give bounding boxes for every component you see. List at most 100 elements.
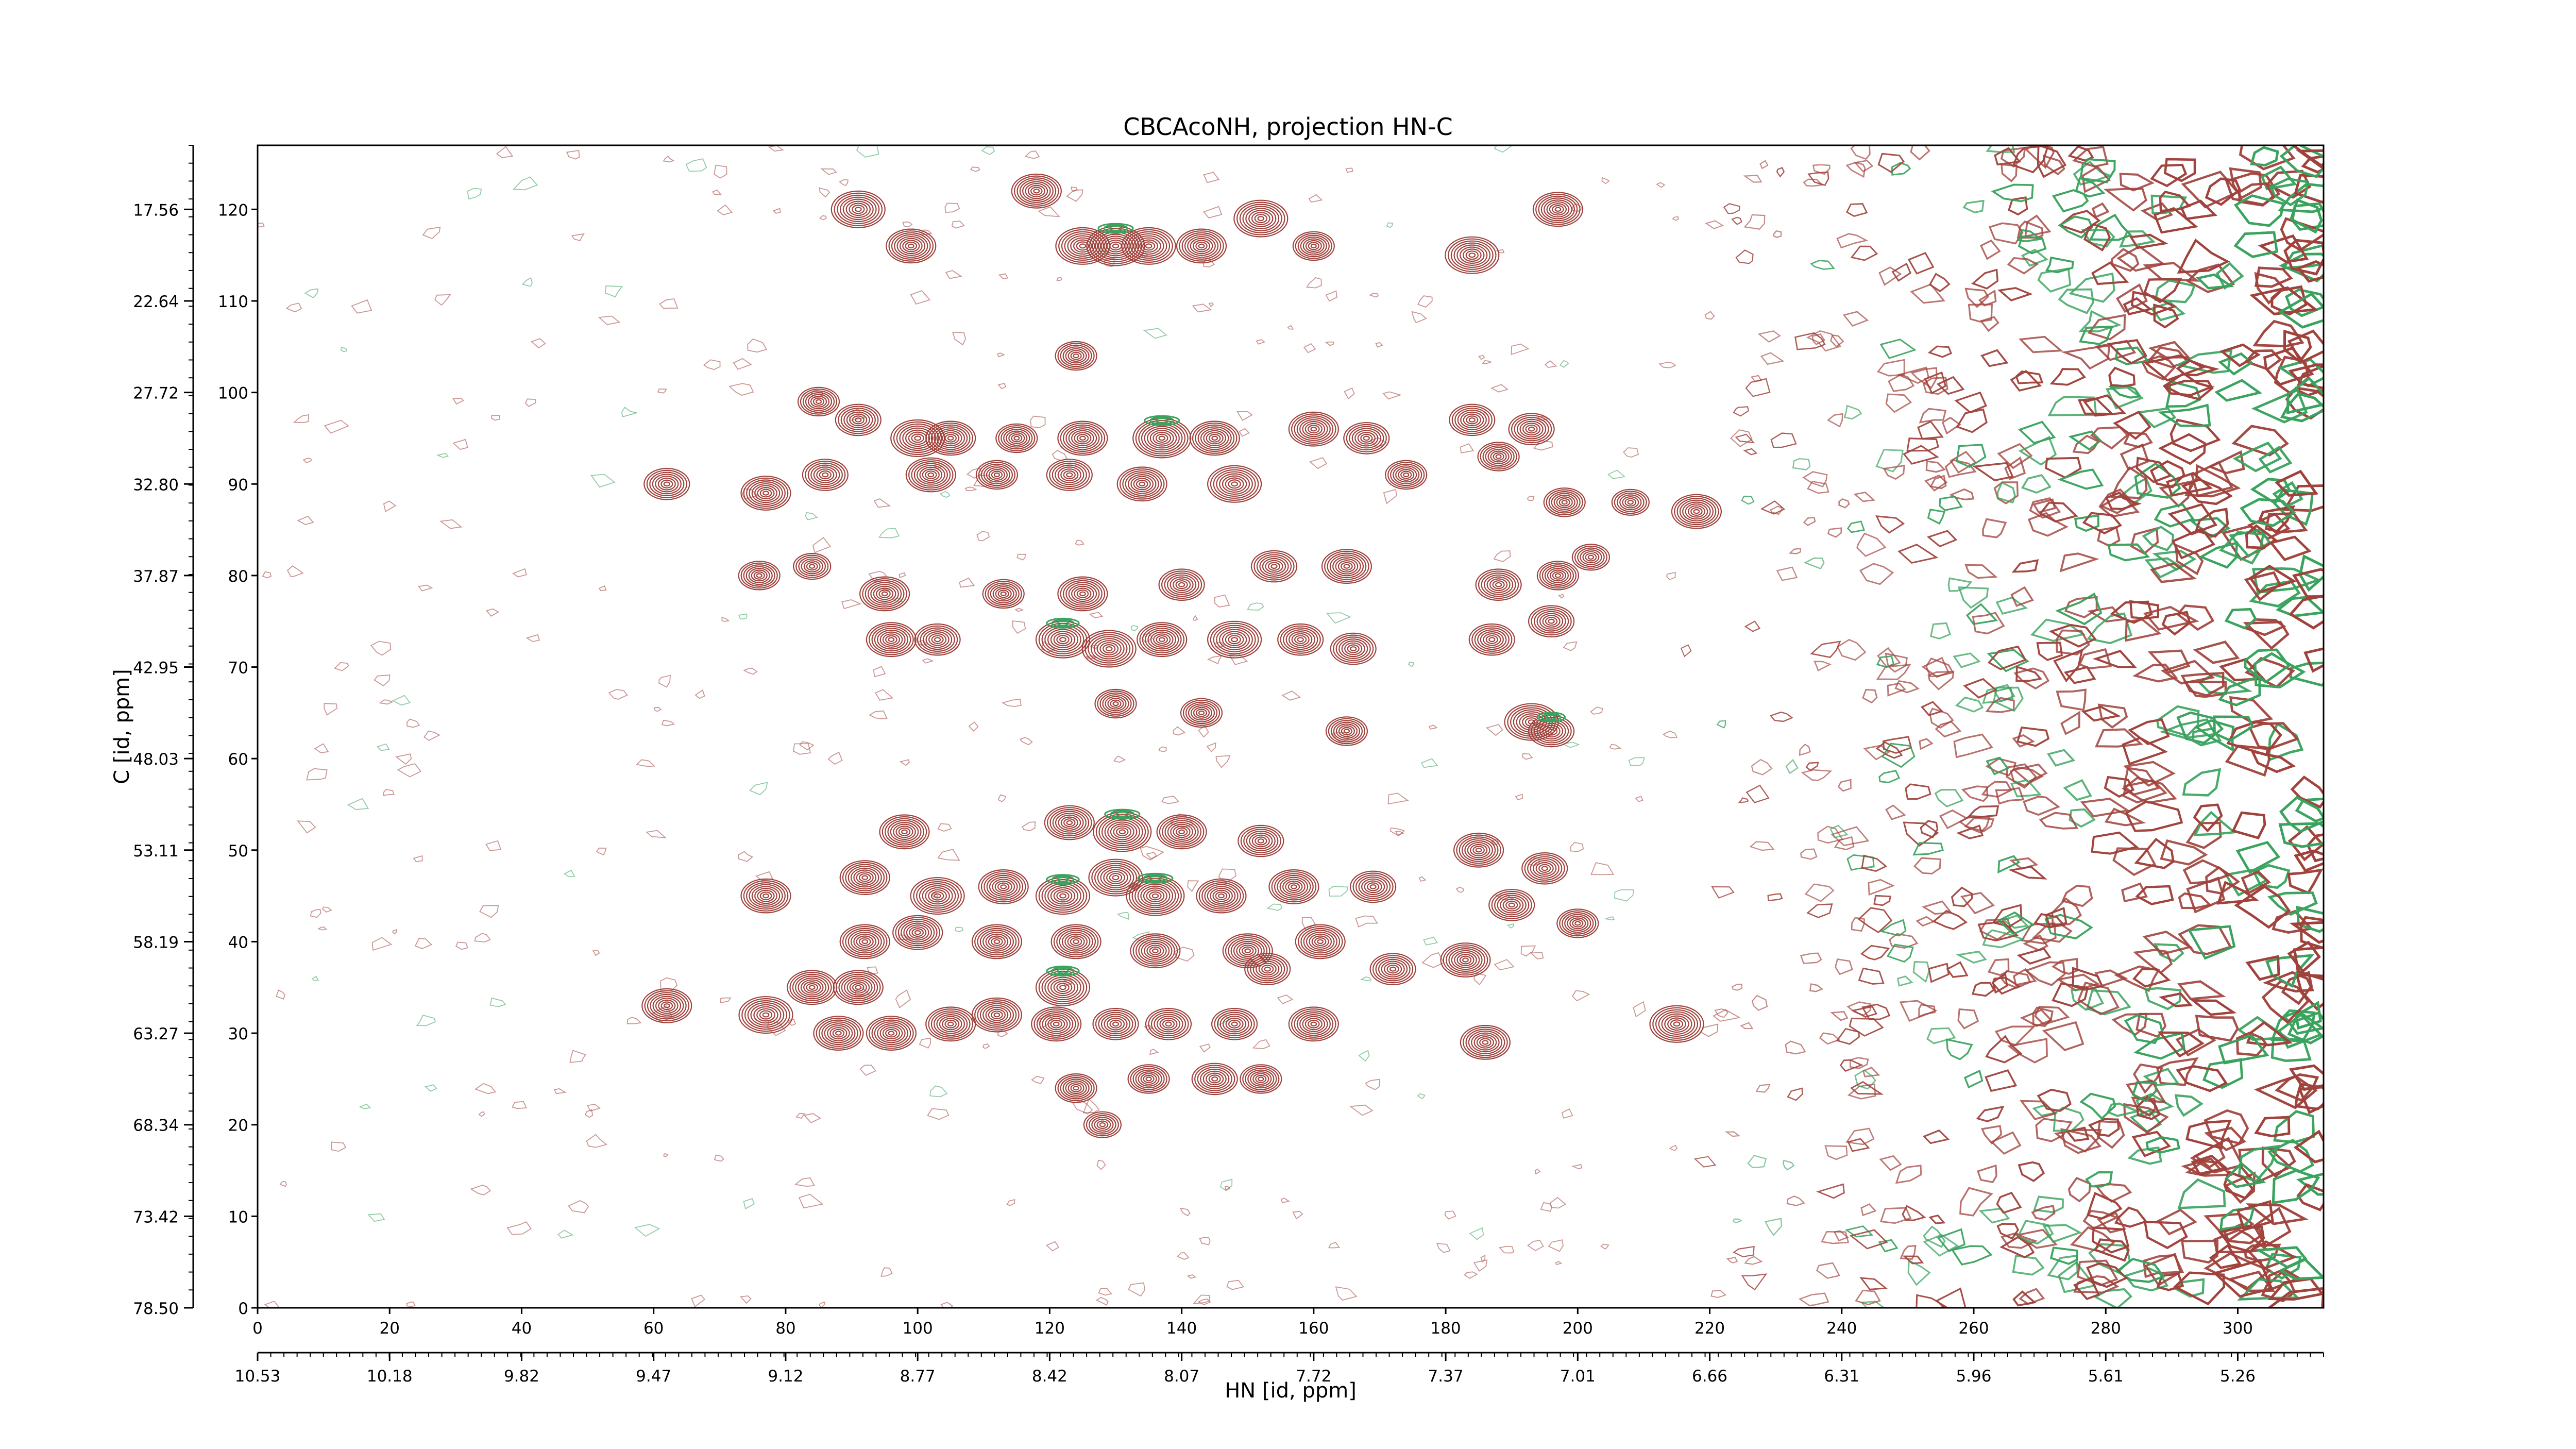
noise-contour: [1925, 657, 1954, 678]
noise-contour: [1794, 332, 1826, 350]
noise-contour: [1907, 252, 1935, 275]
noise-contour: [1941, 416, 1961, 435]
peak-contour: [1207, 465, 1262, 503]
noise-contour: [2059, 552, 2099, 572]
noise-contour: [2143, 1068, 2180, 1086]
noise-contour: [563, 869, 575, 878]
noise-contour: [2224, 608, 2258, 630]
x-index-tick-label: 40: [512, 1319, 532, 1338]
noise-contour: [1882, 736, 1912, 754]
peak-contour: [813, 1016, 864, 1051]
peak-contour: [1035, 874, 1091, 915]
noise-contour: [2121, 882, 2148, 903]
noise-contour: [981, 146, 995, 155]
noise-contour: [1888, 374, 1915, 392]
peak-contour: [925, 1006, 976, 1042]
noise-contour: [1741, 1273, 1768, 1291]
noise-contour: [1854, 1069, 1876, 1090]
noise-contour: [2007, 1038, 2048, 1064]
noise-contour: [1738, 797, 1749, 803]
noise-contour: [1215, 755, 1231, 768]
noise-contour: [1161, 796, 1180, 804]
noise-contour: [1421, 952, 1445, 968]
noise-contour: [1247, 602, 1264, 611]
noise-contour: [392, 695, 411, 706]
y-axis-label: C [id, ppm]: [110, 669, 134, 784]
noise-contour: [1988, 645, 2027, 670]
noise-contour: [755, 871, 773, 881]
noise-contour: [2295, 797, 2324, 823]
noise-contour: [2018, 1161, 2045, 1182]
noise-contour: [1990, 1131, 2022, 1155]
noise-contour: [1939, 809, 1969, 830]
noise-contour: [2128, 718, 2170, 746]
noise-contour: [1387, 793, 1409, 805]
noise-contour: [1918, 1004, 1936, 1018]
noise-contour: [418, 584, 433, 592]
noise-contour: [2244, 648, 2291, 684]
noise-contour: [367, 1213, 385, 1222]
x-ppm-tick-label: 10.53: [235, 1367, 281, 1386]
noise-contour: [2035, 1118, 2073, 1142]
noise-contour: [2000, 1232, 2038, 1249]
noise-contour: [2181, 1239, 2219, 1264]
noise-contour: [2193, 803, 2223, 833]
noise-contour: [1098, 1288, 1112, 1296]
noise-contour: [1903, 821, 1939, 847]
noise-contour: [1997, 855, 2021, 874]
noise-contour: [2207, 450, 2245, 475]
peak-contour: [1093, 808, 1152, 852]
peak-contour: [1445, 236, 1500, 274]
noise-contour: [1292, 1210, 1303, 1220]
noise-contour: [2069, 272, 2115, 303]
noise-contour: [2176, 359, 2220, 377]
noise-contour: [747, 338, 768, 353]
noise-contour: [1219, 1178, 1233, 1191]
noise-contour: [2250, 750, 2296, 773]
peak-contour: [1508, 413, 1555, 446]
noise-contour: [964, 486, 977, 491]
noise-contour: [1926, 1027, 1956, 1044]
noise-contour: [1558, 594, 1565, 599]
noise-contour: [1669, 1144, 1678, 1151]
noise-contour: [1776, 566, 1798, 581]
noise-contour: [1723, 203, 1740, 214]
noise-contour: [1803, 178, 1824, 187]
noise-contour: [1920, 820, 1939, 838]
noise-contour: [569, 1050, 586, 1063]
noise-contour: [1895, 1165, 1922, 1184]
peak-contour: [1343, 422, 1390, 454]
noise-contour: [1830, 1010, 1849, 1021]
noise-contour: [1203, 172, 1220, 183]
noise-contour: [1266, 903, 1282, 911]
noise-contour: [2129, 233, 2168, 249]
noise-contour: [1075, 540, 1084, 546]
noise-contour: [1012, 620, 1026, 634]
noise-contour: [1836, 638, 1867, 661]
noise-contour: [998, 273, 1009, 279]
noise-contour: [1897, 544, 1939, 564]
noise-contour: [1979, 918, 2013, 941]
noise-contour: [2224, 1161, 2266, 1188]
noise-contour: [1019, 737, 1033, 746]
noise-contour: [1614, 889, 1634, 902]
noise-contour: [485, 608, 499, 617]
noise-contour: [1925, 460, 1946, 473]
noise-contour: [1922, 377, 1948, 395]
noise-contour: [2121, 477, 2153, 505]
noise-contour: [902, 221, 913, 228]
noise-contour: [1831, 826, 1870, 847]
peak-contour: [1288, 411, 1339, 447]
noise-contour: [1879, 1155, 1902, 1171]
noise-contour: [1929, 707, 1954, 729]
noise-contour: [728, 383, 754, 396]
peak-contour: [1130, 933, 1181, 969]
noise-contour: [2249, 564, 2297, 594]
noise-contour: [379, 699, 394, 705]
noise-contour: [392, 929, 397, 935]
noise-contour: [895, 989, 911, 1008]
peak-contour: [1440, 942, 1491, 978]
noise-contour: [2234, 885, 2291, 929]
noise-contour: [2278, 1258, 2324, 1280]
noise-contour: [803, 1113, 822, 1123]
